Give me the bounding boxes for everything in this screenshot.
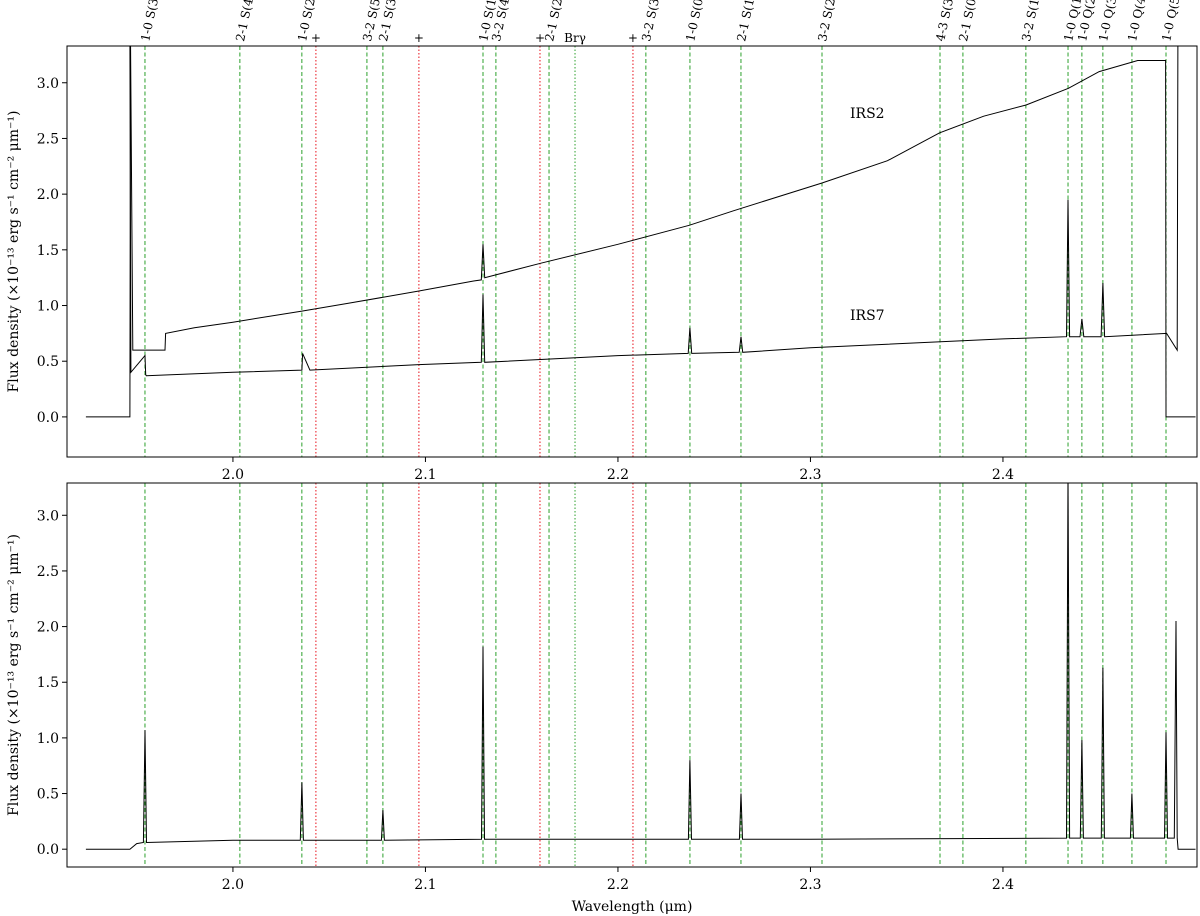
line-label: 2-1 S(0)	[956, 0, 980, 43]
line-label: 1-0 Q(5)	[1159, 0, 1183, 43]
x-axis-label: Wavelength (μm)	[572, 899, 693, 915]
spectrum	[129, 46, 1179, 377]
plot-frame	[66, 45, 1198, 458]
y-tick-label: 2.0	[37, 187, 59, 203]
line-label: +	[414, 31, 424, 45]
x-tick-label: 2.4	[992, 467, 1014, 483]
y-tick-label: 3.0	[37, 508, 59, 524]
x-tick-label: 2.1	[414, 467, 436, 483]
line-label: 1-0 S(3)	[138, 0, 162, 43]
y-axis-label: Flux density (×10⁻¹³ erg s⁻¹ cm⁻² μm⁻¹)	[6, 534, 22, 816]
line-label: +	[535, 31, 545, 45]
series-label: IRS7	[850, 308, 885, 324]
spectrum	[85, 46, 1196, 418]
y-tick-label: 2.0	[37, 620, 59, 636]
spectrum	[85, 483, 1196, 850]
x-tick-label: 2.3	[799, 877, 821, 893]
line-label: 2-1 S(4)	[233, 0, 257, 43]
series-label: IRS2	[850, 106, 885, 122]
y-tick-label: 1.0	[37, 299, 59, 315]
series-group	[85, 483, 1196, 850]
x-tick-label: 2.3	[799, 467, 821, 483]
y-tick-label: 2.5	[37, 564, 59, 580]
line-label: 3-2 S(2)	[815, 0, 839, 43]
y-tick-label: 0.0	[37, 410, 59, 426]
line-label: 3-2 S(3)	[639, 0, 663, 43]
line-label: 4-3 S(3)	[933, 0, 957, 43]
y-tick-label: 3.0	[37, 76, 59, 92]
line-label: Brγ	[564, 31, 586, 45]
plot-frame	[66, 482, 1198, 868]
y-axis-label: Flux density (×10⁻¹³ erg s⁻¹ cm⁻² μm⁻¹)	[6, 111, 22, 393]
line-label: 1-0 Q(4)	[1125, 0, 1149, 43]
y-tick-label: 2.5	[37, 131, 59, 147]
line-label: 3-2 S(1)	[1019, 0, 1043, 43]
series-group	[85, 46, 1196, 418]
x-tick-label: 2.4	[992, 877, 1014, 893]
y-tick-label: 1.0	[37, 731, 59, 747]
x-tick-label: 2.0	[222, 467, 244, 483]
line-label: 2-1 S(2)	[542, 0, 566, 43]
y-tick-label: 1.5	[37, 675, 59, 691]
line-label: 1-0 S(0)	[683, 0, 707, 43]
x-tick-label: 2.2	[607, 877, 629, 893]
line-label: +	[628, 31, 638, 45]
line-label: +	[311, 31, 321, 45]
x-tick-label: 2.2	[607, 467, 629, 483]
y-tick-label: 0.5	[37, 354, 59, 370]
x-tick-label: 2.1	[414, 877, 436, 893]
y-tick-label: 0.5	[37, 787, 59, 803]
line-label: 1-0 Q(3)	[1096, 0, 1120, 43]
y-tick-label: 1.5	[37, 243, 59, 259]
line-label: 2-1 S(1)	[734, 0, 758, 43]
x-tick-label: 2.0	[222, 877, 244, 893]
y-tick-label: 0.0	[37, 842, 59, 858]
